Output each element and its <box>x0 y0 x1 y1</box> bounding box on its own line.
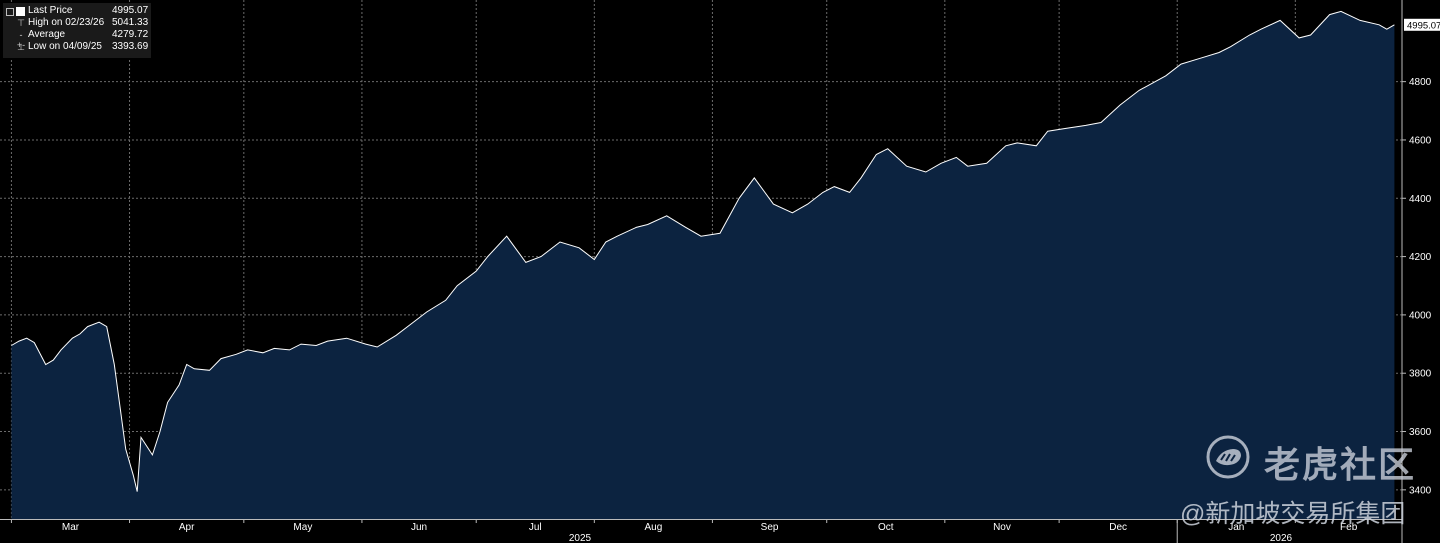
watermark-brand: 老虎社区 <box>1264 444 1417 485</box>
x-year-label: 2026 <box>1270 533 1293 543</box>
average-marker-icon: -+- <box>16 30 26 50</box>
legend-label: Low on 04/09/25 <box>28 41 102 52</box>
x-tick-label: Aug <box>644 522 662 533</box>
legend-value: 3393.69 <box>112 41 149 52</box>
y-tick-label: 4600 <box>1409 135 1432 146</box>
y-tick-label: 3400 <box>1409 485 1432 496</box>
chart-legend: Last Price 4995.07 ⊤ High on 02/23/26 50… <box>3 3 151 58</box>
last-price-tag-box <box>1404 18 1440 31</box>
legend-label: High on 02/23/26 <box>28 17 105 28</box>
x-tick-label: Jan <box>1228 522 1244 533</box>
high-marker-icon: ⊤ <box>17 18 25 28</box>
legend-value: 5041.33 <box>112 17 149 28</box>
checkbox-icon[interactable] <box>6 8 14 16</box>
y-tick-label: 4800 <box>1409 77 1432 88</box>
x-tick-label: Sep <box>761 522 779 533</box>
square-icon <box>16 7 25 16</box>
legend-row-average: -+- Average 4279.72 <box>3 29 151 50</box>
y-tick-label: 4000 <box>1409 310 1432 321</box>
low-marker-icon: ⊥ <box>17 42 25 52</box>
y-tick-label: 3800 <box>1409 369 1432 380</box>
legend-value: 4279.72 <box>112 29 149 40</box>
y-axis-labels: 3400 3600 3800 4000 4200 4400 4600 4800 <box>1402 77 1432 496</box>
x-tick-label: Jul <box>529 522 542 533</box>
x-axis-labels: Mar Apr May Jun Jul Aug Sep Oct Nov Dec Jan Feb 2025… <box>10 519 1358 543</box>
watermark-subtitle: @新加坡交易所集团 <box>1180 500 1406 528</box>
x-tick-label: Apr <box>179 522 195 533</box>
legend-label: Average <box>28 29 66 40</box>
last-price-tag: 4995.07 <box>1404 18 1440 31</box>
tiger-logo-icon <box>1206 435 1250 479</box>
y-tick-label: 3600 <box>1409 427 1432 438</box>
legend-row-low: ⊥ Low on 04/09/25 3393.69 <box>3 41 151 53</box>
price-area-fill <box>11 11 1395 520</box>
y-tick-label: 4400 <box>1409 194 1432 205</box>
legend-row-last-price: Last Price 4995.07 <box>3 5 151 17</box>
x-tick-label: Oct <box>878 522 894 533</box>
x-year-label: 2025 <box>569 533 592 543</box>
legend-label: Last Price <box>28 5 73 16</box>
last-price-tag-label: 4995.07 <box>1407 20 1440 31</box>
y-tick-label: 4200 <box>1409 252 1432 263</box>
x-tick-label: Nov <box>993 522 1011 533</box>
legend-value: 4995.07 <box>112 5 149 16</box>
x-tick-label: Mar <box>62 522 80 533</box>
x-tick-label: Feb <box>1340 522 1358 533</box>
x-tick-label: May <box>293 522 312 533</box>
axes <box>0 0 1403 543</box>
x-tick-label: Jun <box>411 522 427 533</box>
x-tick-label: Dec <box>1109 522 1127 533</box>
price-line <box>11 10 1395 492</box>
legend-row-high: ⊤ High on 02/23/26 5041.33 <box>3 17 151 29</box>
